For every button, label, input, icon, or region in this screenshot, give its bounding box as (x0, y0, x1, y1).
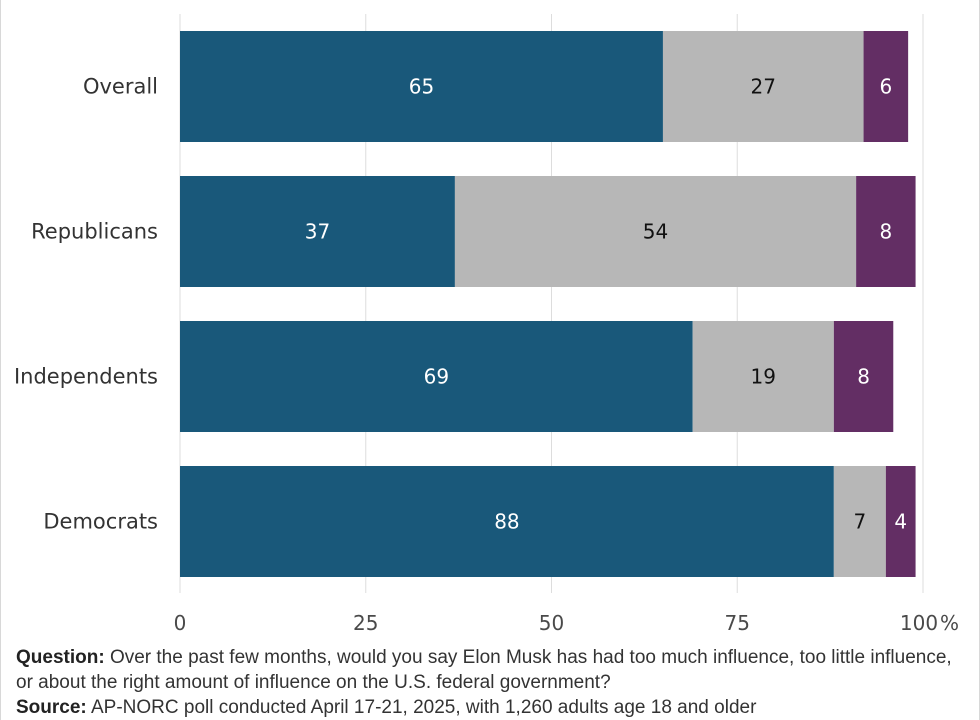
bar-value-label-democrats-3: 4 (894, 510, 907, 534)
bar-segment-republicans-1 (180, 176, 455, 287)
bar-segment-overall-2 (662, 31, 864, 142)
category-label-democrats: Democrats (43, 510, 158, 534)
category-label-republicans: Republicans (31, 220, 158, 244)
bar-segment-independents-3 (833, 321, 894, 432)
bars (180, 31, 916, 577)
bar-segment-democrats-3 (885, 466, 916, 577)
x-tick-label-100: 100 (900, 611, 938, 635)
category-labels: Overall Republicans Independents Democrats (14, 75, 158, 534)
bar-segment-independents-2 (692, 321, 834, 432)
bar-value-label-overall-3: 6 (879, 75, 892, 99)
x-tick-label-25: 25 (353, 611, 378, 635)
bar-segment-democrats-1 (180, 466, 834, 577)
source-text: AP-NORC poll conducted April 17-21, 2025… (90, 697, 757, 718)
bar-value-label-democrats-1: 88 (494, 510, 519, 534)
bar-value-label-democrats-2: 7 (853, 510, 866, 534)
bar-segment-overall-1 (180, 31, 663, 142)
bar-value-label-republicans-3: 8 (879, 220, 892, 244)
bar-segment-democrats-2 (833, 466, 886, 577)
stacked-bar-chart: 65 27 637 54 869 19 888 7 4 OverallRepublicansIn… (14, 14, 959, 635)
x-tick-label-75: 75 (725, 611, 750, 635)
bar-labels: 65 27 637 54 869 19 888 7 4 (305, 75, 907, 534)
bar-segment-republicans-2 (454, 176, 857, 287)
x-tick-label-50: 50 (539, 611, 564, 635)
question-text: Over the past few months, would you say … (16, 647, 952, 693)
bar-value-label-overall-2: 27 (751, 75, 776, 99)
bar-value-label-overall-1: 65 (409, 75, 434, 99)
bar-segment-overall-3 (863, 31, 909, 142)
bar-value-label-independents-1: 69 (424, 365, 449, 389)
x-axis-ticks: 0 25 50 75 100% (174, 611, 959, 635)
bar-value-label-independents-2: 19 (751, 365, 776, 389)
chart-caption: Question: Over the past few months, woul… (16, 645, 966, 720)
bar-value-label-independents-3: 8 (857, 365, 870, 389)
category-label-independents: Independents (14, 365, 158, 389)
category-label-overall: Overall (83, 75, 158, 99)
bar-segment-republicans-3 (856, 176, 916, 287)
bar-value-label-republicans-1: 37 (305, 220, 330, 244)
x-axis-unit: % (940, 611, 959, 635)
source-label: Source: (16, 697, 87, 718)
left-border (0, 0, 1, 720)
x-tick-label-0: 0 (174, 611, 187, 635)
bar-value-label-republicans-2: 54 (643, 220, 668, 244)
bar-segment-independents-1 (180, 321, 693, 432)
question-label: Question: (16, 647, 105, 668)
